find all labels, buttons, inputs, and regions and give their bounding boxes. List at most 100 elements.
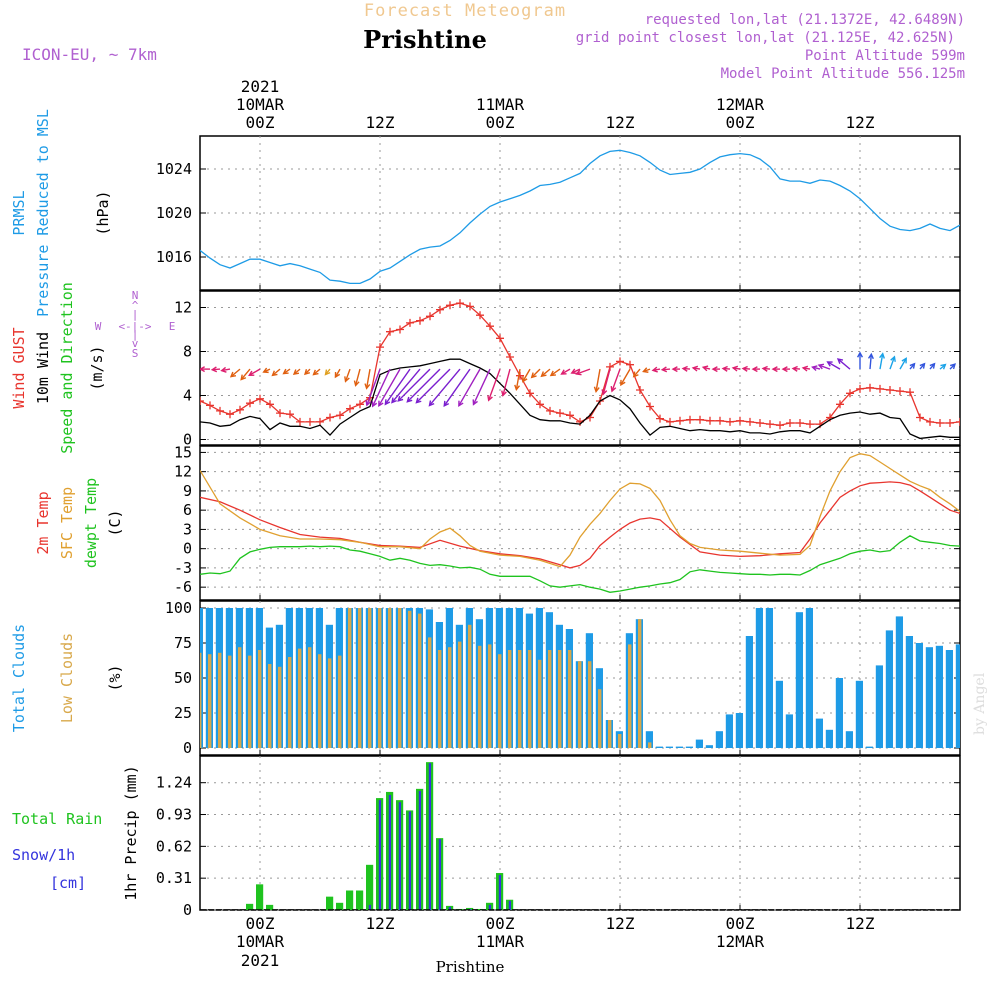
rain-bar [346,890,354,910]
gust-marker [406,318,414,327]
gust-marker [226,410,234,419]
gust-marker [536,400,544,409]
panel-label: 2m Temp [34,491,52,554]
wind-arrow-shaft [428,368,461,406]
gust-marker [256,394,264,403]
series-line [200,302,960,426]
compass-arrow: | [132,308,139,321]
gust-marker [756,419,764,427]
snow-bar [508,900,511,910]
gust-marker [356,400,364,409]
wind-arrow-head [271,370,278,377]
panel-label: (m/s) [88,345,106,390]
gust-marker [726,417,734,426]
y-tick-label: 1024 [156,160,192,178]
gust-marker [396,325,404,334]
low-cloud-bar [538,659,542,748]
wind-arrow-head [560,369,567,375]
wind-arrow-head [620,379,626,387]
total-cloud-bar [695,739,703,748]
bottom-date-label: 11MAR [476,932,525,951]
gust-marker [906,388,914,397]
panel-label: PRMSL [10,190,28,235]
wind-arrow-head [817,363,825,370]
wind-arrow-shaft [248,368,261,376]
low-cloud-bar [428,637,432,748]
model-point-altitude: Model Point Altitude 556.125m [721,66,965,82]
y-tick-label: 0 [183,540,192,558]
wind-arrow-shaft [561,368,571,375]
low-cloud-bar [308,647,312,748]
low-cloud-bar [468,624,472,748]
gust-marker [286,410,294,419]
top-hour-label: 12Z [366,113,395,132]
wind-arrow-shaft [531,368,541,378]
snow-bar [388,795,391,910]
low-cloud-bar [518,650,522,748]
top-hour-label: 00Z [726,113,755,132]
gust-marker [886,386,894,394]
gust-marker [336,411,344,420]
wind-arrow-head [651,366,658,373]
footer-location: Prishtine [436,958,505,976]
gust-marker [246,399,254,408]
gust-marker [706,416,714,425]
total-cloud-bar [705,745,713,748]
gust-marker [456,299,464,308]
snow-bar [398,802,401,910]
y-tick-label: 4 [183,387,192,405]
wind-arrow-head [691,365,699,372]
total-cloud-bar [735,713,743,748]
wind-arrow-head [248,370,255,377]
wind-arrow-head [540,371,547,378]
location-title: Prishtine [363,25,487,54]
total-cloud-bar [875,665,883,748]
plot-area [200,453,960,593]
low-cloud-bar [598,689,602,748]
gust-marker [636,386,644,394]
bottom-hour-label: 00Z [246,914,275,933]
gust-marker [716,416,724,425]
gust-marker [796,419,804,427]
compass-north: N [132,289,139,302]
wind-arrow-head [681,365,688,372]
wind-arrow-shaft [879,353,884,370]
total-cloud-bar [815,718,823,748]
bottom-year-label: 2021 [241,951,280,970]
total-cloud-bar [745,636,753,748]
low-cloud-bar [388,608,392,748]
total-cloud-bar [765,608,773,748]
low-cloud-bar [578,661,582,748]
panel-frame [199,755,961,911]
gust-marker [446,301,454,310]
snow-bar [368,904,371,910]
wind-arrow-head [443,400,450,408]
wind-arrow-shaft [240,368,251,381]
y-tick-label: 3 [183,520,192,538]
wind-arrow-head [731,365,739,372]
wind-arrow-head [378,400,384,407]
bottom-hour-label: 12Z [846,914,875,933]
low-cloud-bar [328,658,332,748]
wind-arrow-head [575,369,582,376]
wind-arrow-head [811,365,818,372]
wind-arrow-head [856,351,864,358]
gust-marker [776,421,784,430]
wind-arrow-shaft [384,368,411,405]
wind-arrow-shaft [602,368,611,395]
low-cloud-bar [508,650,512,748]
wind-arrow-head [220,366,227,373]
top-date-label: 10MAR [236,95,285,114]
gust-marker [426,312,434,321]
compass-east: E [169,320,176,333]
pressure-panel: 1016 1020 1024 PRMSL Pressure Reduced to MSL… [10,109,961,317]
low-cloud-bar [358,608,362,748]
snow-bar [418,790,421,910]
plot-area [200,299,960,440]
y-tick-label: 1020 [156,204,192,222]
wind-arrow-head [304,369,311,376]
top-hour-label: 12Z [846,113,875,132]
y-tick-label: 0 [183,901,192,919]
wind-arrow-shaft [595,368,601,392]
